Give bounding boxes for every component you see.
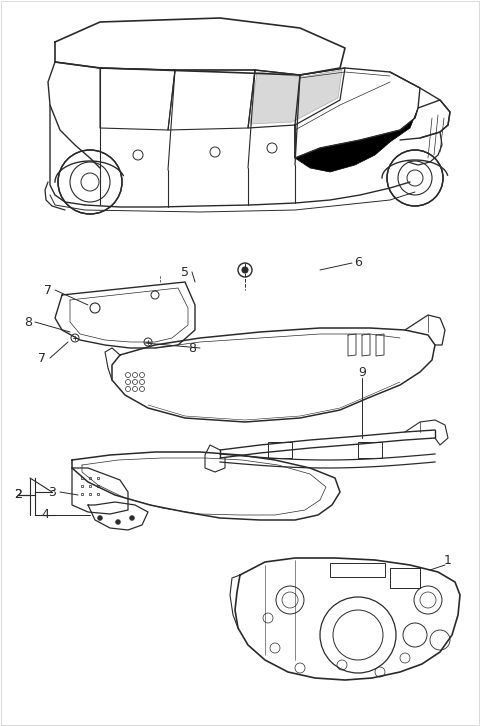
Circle shape xyxy=(58,150,122,214)
Circle shape xyxy=(130,515,134,521)
Text: 5: 5 xyxy=(181,266,189,279)
Circle shape xyxy=(116,520,120,524)
Circle shape xyxy=(242,267,248,273)
Circle shape xyxy=(97,515,103,521)
Text: 7: 7 xyxy=(38,351,46,364)
Bar xyxy=(268,442,292,458)
Polygon shape xyxy=(295,108,418,172)
Text: 1: 1 xyxy=(444,553,452,566)
Text: 8: 8 xyxy=(24,316,32,328)
Text: 8: 8 xyxy=(188,341,196,354)
Text: 4: 4 xyxy=(41,508,49,521)
Bar xyxy=(330,563,385,577)
Text: 2: 2 xyxy=(14,489,22,502)
Bar xyxy=(390,568,420,588)
Circle shape xyxy=(387,150,443,206)
Polygon shape xyxy=(250,70,342,124)
Bar xyxy=(390,568,420,588)
Bar xyxy=(358,442,382,458)
Text: 7: 7 xyxy=(44,283,52,296)
Text: 3: 3 xyxy=(48,486,56,499)
Text: 2: 2 xyxy=(14,489,22,502)
Text: 6: 6 xyxy=(354,256,362,269)
Text: 9: 9 xyxy=(358,365,366,378)
